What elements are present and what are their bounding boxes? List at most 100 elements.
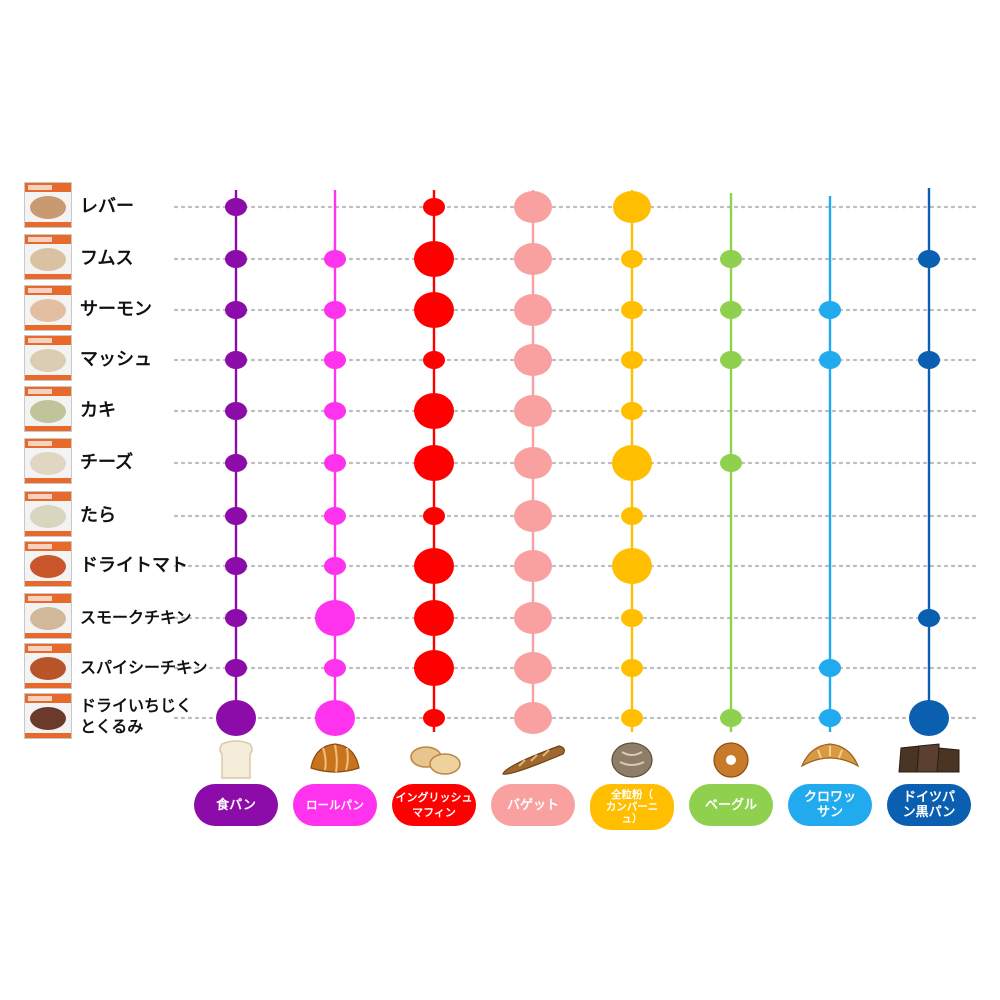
bread-column-label: 食パン [194,784,278,826]
spread-jar-thumbnail [24,285,72,331]
pairing-dot [621,659,643,677]
pairing-dot [514,702,552,734]
pairing-dot [514,500,552,532]
bread-column-label: イングリッシュ マフィン [392,784,476,826]
spread-row-label: カキ [80,400,116,421]
pairing-dot [225,454,247,472]
bread-column-label: ロールパン [293,784,377,826]
english-muffin-icon [410,746,461,775]
campagne-loaf-icon [611,742,653,778]
pairing-dot [324,557,346,575]
bread-column-label: ドイツパ ン黒パン [887,784,971,826]
pairing-dot [621,609,643,627]
pairing-dot [324,351,346,369]
spread-row-label: たら [80,505,116,526]
bread-column-label: 全粒粉（ カンパーニ ュ） [590,784,674,830]
spread-row-label: スパイシーチキン [80,658,208,677]
pairing-dot [324,507,346,525]
bagel-icon [713,742,749,778]
pairing-dot [225,507,247,525]
spread-jar-thumbnail [24,593,72,639]
pairing-dot [621,301,643,319]
bread-column-label: バゲット [491,784,575,826]
pairing-dot [414,393,454,429]
pairing-dot [720,454,742,472]
butter-roll-icon [310,743,360,773]
pairing-dot [819,709,841,727]
pairing-dot [720,709,742,727]
spread-jar-thumbnail [24,182,72,228]
pairing-dot [621,507,643,525]
pairing-dot [225,301,247,319]
pairing-dot [514,652,552,684]
bread-slice-icon [219,740,253,779]
spread-row-label: ドライいちじく とくるみ [80,696,193,736]
pairing-dot [414,241,454,277]
pairing-dot [225,609,247,627]
pairing-dot [324,250,346,268]
pairing-dot [720,250,742,268]
pairing-dot [621,250,643,268]
bread-column-label: クロワッ サン [788,784,872,826]
pairing-dot [918,351,940,369]
pairing-dot [315,700,355,736]
pairing-dot [514,395,552,427]
spread-jar-thumbnail [24,541,72,587]
spread-jar-thumbnail [24,438,72,484]
pairing-dot [414,292,454,328]
spread-jar-thumbnail [24,693,72,739]
pairing-dot [225,198,247,216]
pairing-dot [918,250,940,268]
bread-column-label: ベーグル [689,784,773,826]
pairing-dot [612,548,652,584]
spread-jar-thumbnail [24,335,72,381]
spread-row-label: レバー [80,196,134,217]
spread-jar-thumbnail [24,643,72,689]
pairing-dot [819,351,841,369]
pairing-dot [621,402,643,420]
pairing-dot [612,445,652,481]
pairing-dot [514,344,552,376]
pairing-dot [225,659,247,677]
pairing-dot [225,402,247,420]
pairing-dot [324,454,346,472]
pairing-dot [216,700,256,736]
spread-row-label: マッシュ [80,349,152,370]
pairing-dot [819,659,841,677]
pairing-dot [414,600,454,636]
pairing-dot [423,351,445,369]
pairing-dot [514,243,552,275]
pairing-dot [514,602,552,634]
pairing-dot [315,600,355,636]
spread-row-label: スモークチキン [80,608,192,627]
pairing-dot [423,198,445,216]
rye-bread-icon [898,743,960,773]
pairing-dot [514,550,552,582]
pairing-dot [514,191,552,223]
pairing-dot [225,351,247,369]
pairing-dot [514,294,552,326]
pairing-dot [613,191,651,223]
pairing-dot [324,301,346,319]
pairing-dot [918,609,940,627]
pairing-dot [819,301,841,319]
pairing-dot [414,445,454,481]
spread-jar-thumbnail [24,386,72,432]
pairing-dot [414,548,454,584]
spread-jar-thumbnail [24,491,72,537]
spread-row-label: ドライトマト [80,555,188,576]
pairing-dot [225,557,247,575]
pairing-dot [423,709,445,727]
spread-row-label: サーモン [80,299,152,320]
pairing-dot [720,301,742,319]
pairing-dot [423,507,445,525]
pairing-dot [324,659,346,677]
pairing-dot [621,351,643,369]
baguette-icon [502,745,565,775]
pairing-dot [720,351,742,369]
spread-jar-thumbnail [24,234,72,280]
pairing-dot [324,402,346,420]
pairing-dot [414,650,454,686]
